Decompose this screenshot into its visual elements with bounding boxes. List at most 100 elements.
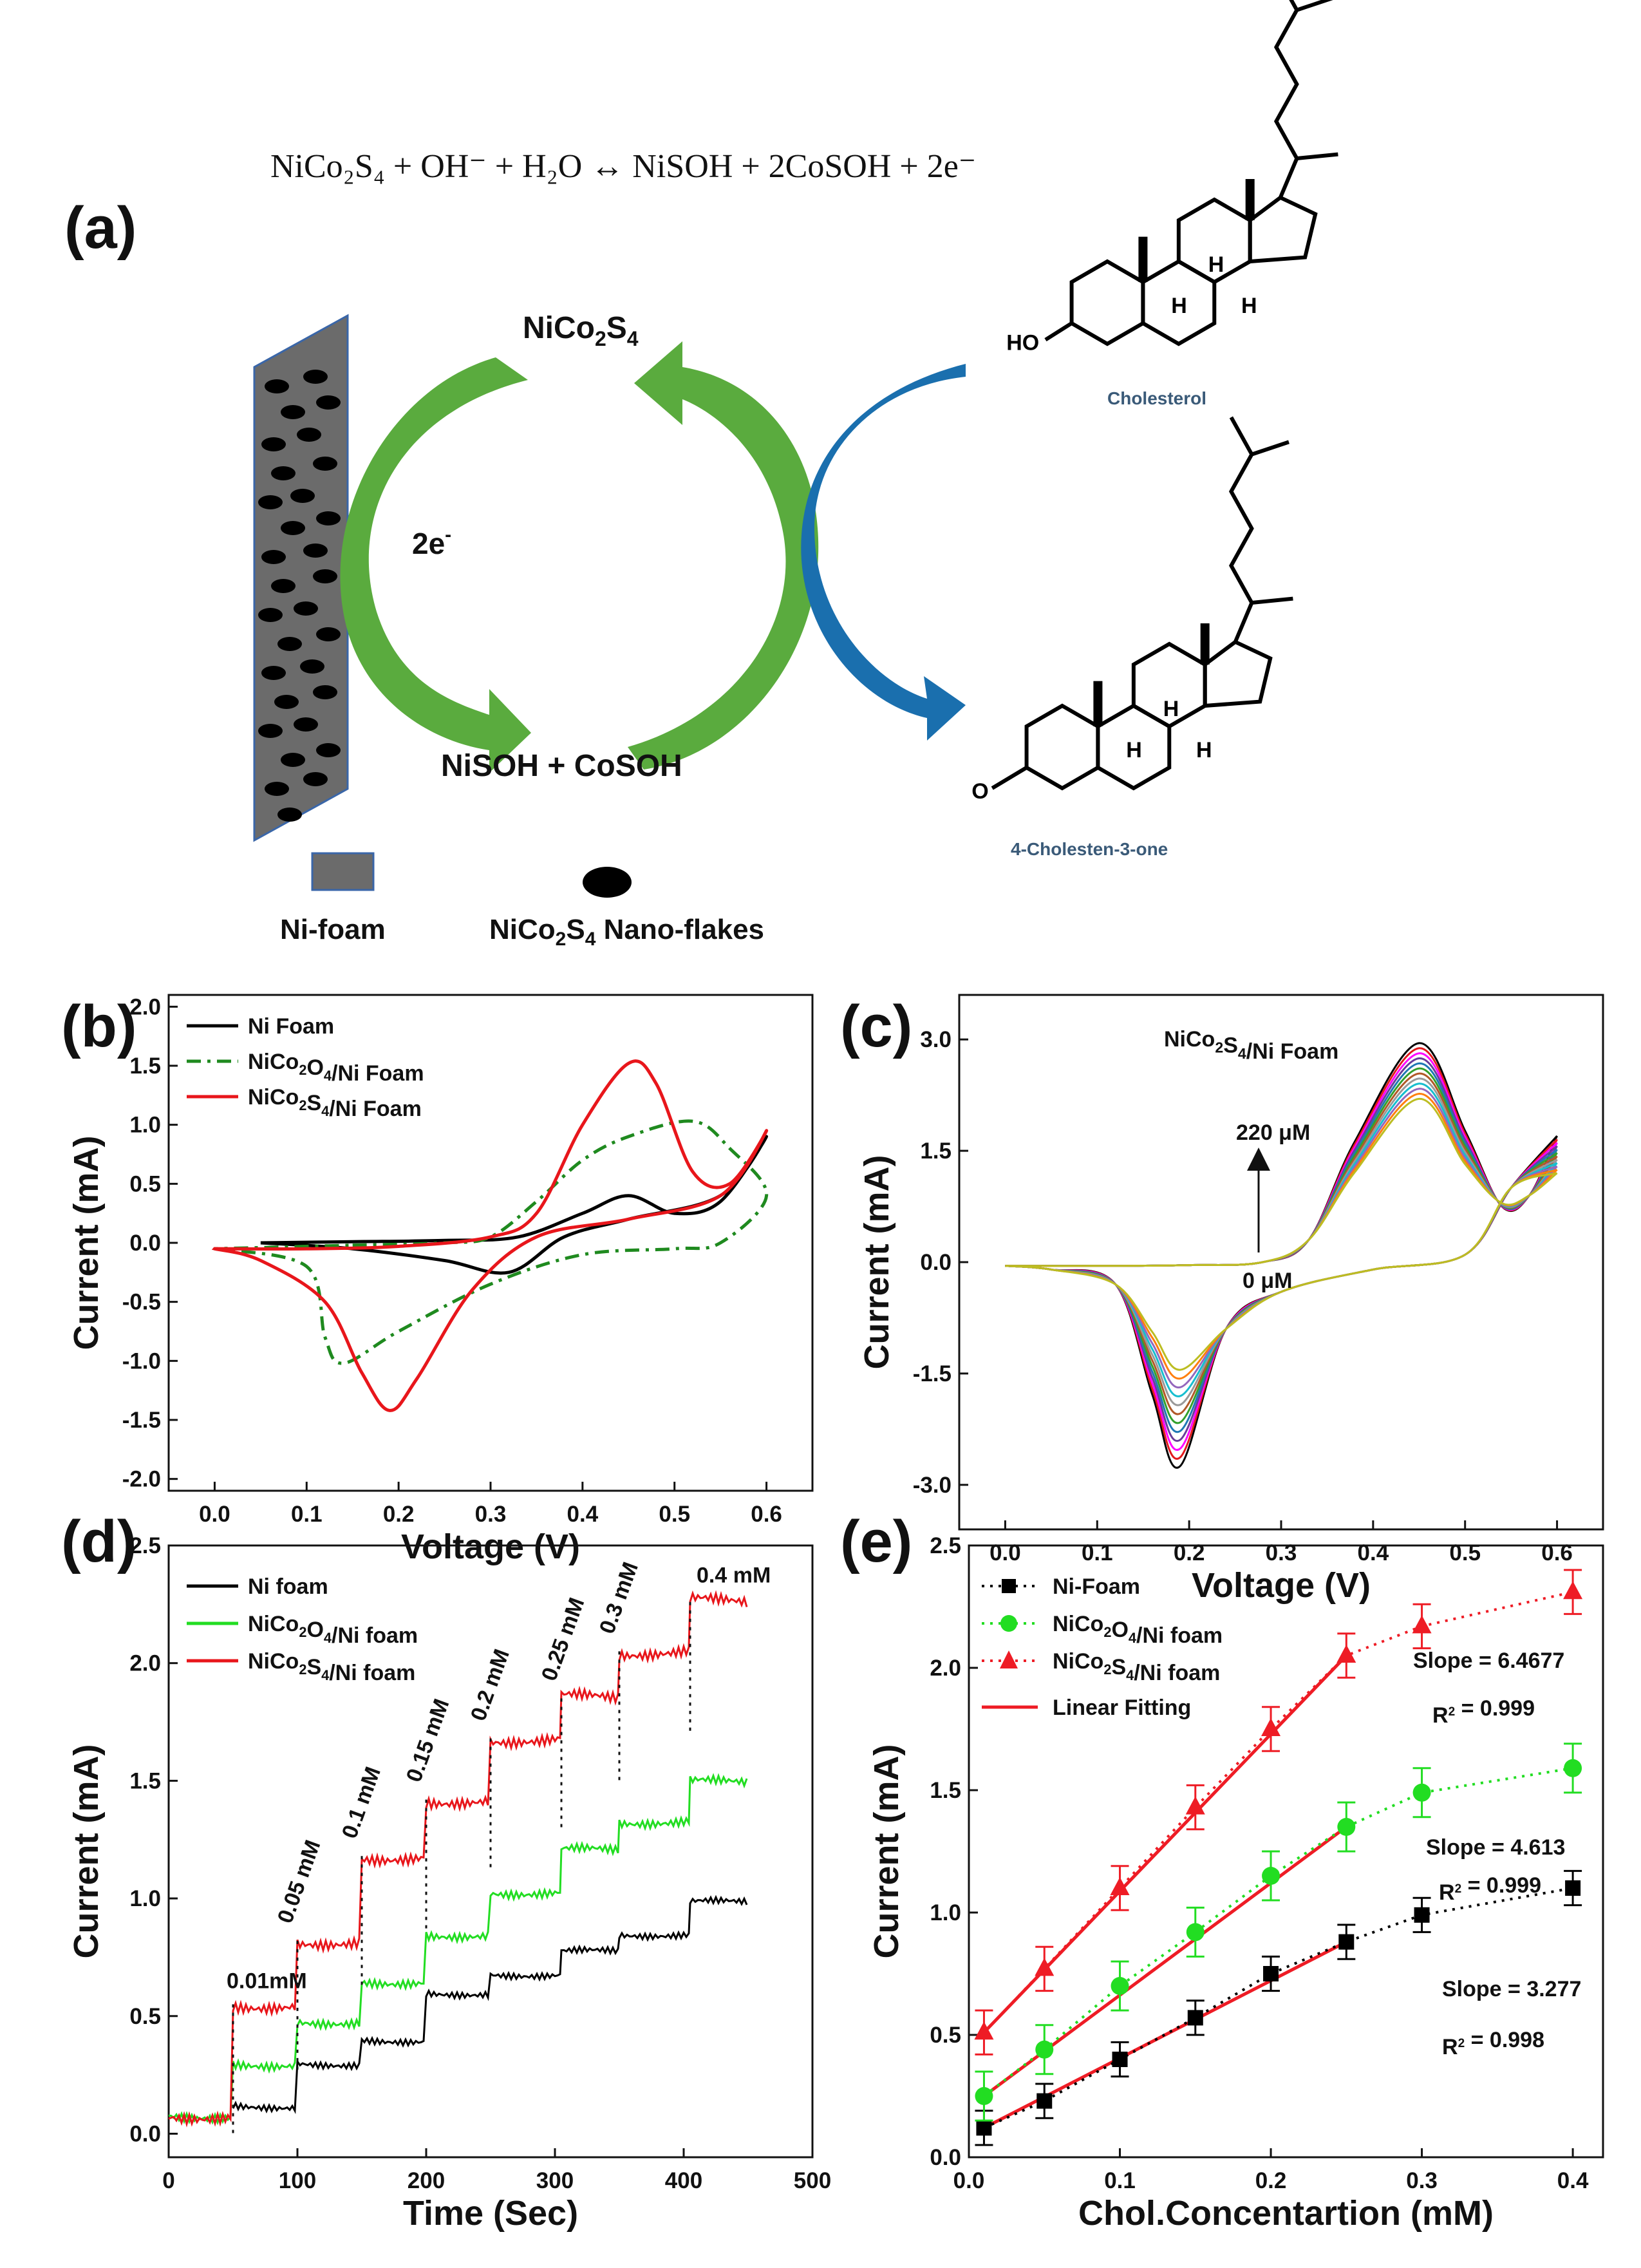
foam-pore xyxy=(271,579,295,593)
methyl xyxy=(1297,152,1338,160)
foam-pore xyxy=(277,637,302,651)
foam-pore xyxy=(274,695,299,709)
x-tick-label: 100 xyxy=(279,2168,316,2193)
atom-label: H xyxy=(1208,252,1224,277)
foam-pore xyxy=(313,457,337,471)
y-tick-label: 3.0 xyxy=(920,1027,952,1052)
legend-foam-label: Ni-foam xyxy=(280,914,386,945)
atom-label: HO xyxy=(1006,331,1039,355)
atom-label: H xyxy=(1241,294,1257,318)
atom-label: H xyxy=(1171,294,1187,318)
legend-label: Ni Foam xyxy=(248,1014,334,1039)
panel-b-letter: (b) xyxy=(61,994,136,1059)
reaction-equation: NiCo₂S₄ + OH⁻ + H₂O ↔ NiSOH + 2CoSOH + 2… xyxy=(270,148,976,185)
carbonyl-bond xyxy=(991,766,1028,790)
x-tick-label: 0.3 xyxy=(1266,1540,1297,1565)
y-tick-label: 1.0 xyxy=(129,1113,161,1138)
cv-curve xyxy=(1005,1145,1558,1442)
slope-annotation: Slope = 6.4677 xyxy=(1413,1649,1564,1673)
y-axis-label: Current (mA) xyxy=(858,1155,896,1370)
y-tick-label: -2.0 xyxy=(122,1467,161,1492)
data-point-triangle xyxy=(1261,1718,1281,1736)
x-tick-label: 0.4 xyxy=(1557,2168,1589,2193)
steroid-ring xyxy=(1069,259,1145,346)
foam-pore xyxy=(258,608,283,622)
blue-oxidation-arrow xyxy=(801,364,966,741)
y-tick-label: 0.5 xyxy=(930,2023,961,2048)
step-label: 0.15 mM xyxy=(402,1696,455,1785)
x-tick-label: 0.6 xyxy=(751,1502,782,1527)
data-point-triangle xyxy=(1336,1645,1356,1663)
steroid-ring-d xyxy=(1248,195,1318,264)
cv-curve xyxy=(214,1119,769,1365)
cholesterol-label: Cholesterol xyxy=(1107,388,1206,408)
atom-label: H xyxy=(1126,738,1142,762)
steroid-ring-d xyxy=(1203,639,1273,708)
x-tick-label: 0.0 xyxy=(199,1502,230,1527)
legend-label: NiCo2S4/Ni foam xyxy=(1053,1649,1220,1685)
redox-cycle-arrows xyxy=(340,341,966,773)
y-tick-label: 1.0 xyxy=(930,1900,961,1925)
legend-marker xyxy=(1000,1615,1017,1632)
panel-a-letter: (a) xyxy=(64,195,136,261)
series-dotted-line xyxy=(983,1887,1573,2130)
cv-curve xyxy=(1005,1172,1558,1371)
cholestenone-label: 4-Cholesten-3-one xyxy=(1011,839,1168,859)
legend-label: NiCo2S4/Ni foam xyxy=(248,1649,415,1685)
panel-e-letter: (e) xyxy=(840,1509,912,1574)
x-axis-label: Time (Sec) xyxy=(403,2194,578,2233)
panel-c-letter: (c) xyxy=(840,994,912,1059)
x-tick-label: 0.1 xyxy=(1104,2168,1136,2193)
data-point-circle xyxy=(1262,1867,1280,1885)
legend-label: NiCo2O4/Ni foam xyxy=(248,1612,418,1648)
panel-b-cv-chart: (b) 0.0 0.1 0.2 0.3 0.4 0.5 0.6 -2.0 -1.5 -1.0 -0.5… xyxy=(61,994,814,1566)
data-point-circle xyxy=(1035,2040,1054,2059)
y-tick-label: 1.5 xyxy=(129,1768,161,1793)
x-tick-label: 0.4 xyxy=(1358,1540,1389,1565)
y-tick-label: 1.5 xyxy=(930,1778,961,1803)
foam-pore xyxy=(316,511,341,525)
foam-pore xyxy=(261,437,286,451)
step-label: 0.05 mM xyxy=(273,1837,326,1926)
foam-pore xyxy=(316,743,341,757)
y-axis-label: Current (mA) xyxy=(67,1744,106,1959)
y-tick-label: 1.5 xyxy=(920,1139,952,1164)
side-chain-branch xyxy=(1296,0,1333,12)
y-tick-label: 2.5 xyxy=(930,1533,961,1558)
data-point-circle xyxy=(1564,1759,1582,1777)
side-chain-branch xyxy=(1251,440,1289,457)
foam-pore xyxy=(258,724,283,738)
y-tick-label: 0.0 xyxy=(930,2145,961,2170)
y-tick-label: 2.0 xyxy=(129,994,161,1019)
foam-pore xyxy=(265,379,289,393)
methyl xyxy=(1252,596,1293,605)
panel-d-letter: (d) xyxy=(61,1509,136,1574)
data-point-triangle xyxy=(1412,1615,1432,1634)
x-tick-label: 0.3 xyxy=(1406,2168,1438,2193)
foam-pore xyxy=(265,782,289,796)
y-tick-label: 1.5 xyxy=(129,1054,161,1079)
step-label: 0.2 mM xyxy=(466,1646,514,1724)
y-tick-label: 1.0 xyxy=(129,1886,161,1911)
foam-pore xyxy=(281,405,305,419)
y-tick-label: -1.0 xyxy=(122,1348,161,1374)
foam-pore xyxy=(300,659,324,674)
x-tick-label: 0.0 xyxy=(953,2168,985,2193)
plot-frame xyxy=(167,1544,814,2159)
r2-annotation: R2 = 0.998 xyxy=(1442,2028,1544,2059)
y-tick-label: 2.0 xyxy=(930,1656,961,1681)
y-tick-label: -0.5 xyxy=(122,1290,161,1315)
step-label: 0.25 mM xyxy=(537,1594,590,1684)
nisoh-cosoh-label: NiSOH + CoSOH xyxy=(441,749,682,783)
panel-d-amperometric-chart: (d) 0 100 200 300 400 500 0.0 0.5 1.0 1.5 2.0 2.5 Tim… xyxy=(61,1509,831,2233)
foam-pore xyxy=(277,808,302,822)
side-chain xyxy=(1273,0,1299,198)
legend-foam-swatch xyxy=(311,852,375,891)
x-tick-label: 0.5 xyxy=(659,1502,690,1527)
slope-annotation: Slope = 4.613 xyxy=(1426,1835,1565,1860)
foam-pore xyxy=(290,489,315,503)
y-tick-label: 0.5 xyxy=(129,2004,161,2029)
annotation-bottom: 0 μM xyxy=(1242,1269,1292,1293)
